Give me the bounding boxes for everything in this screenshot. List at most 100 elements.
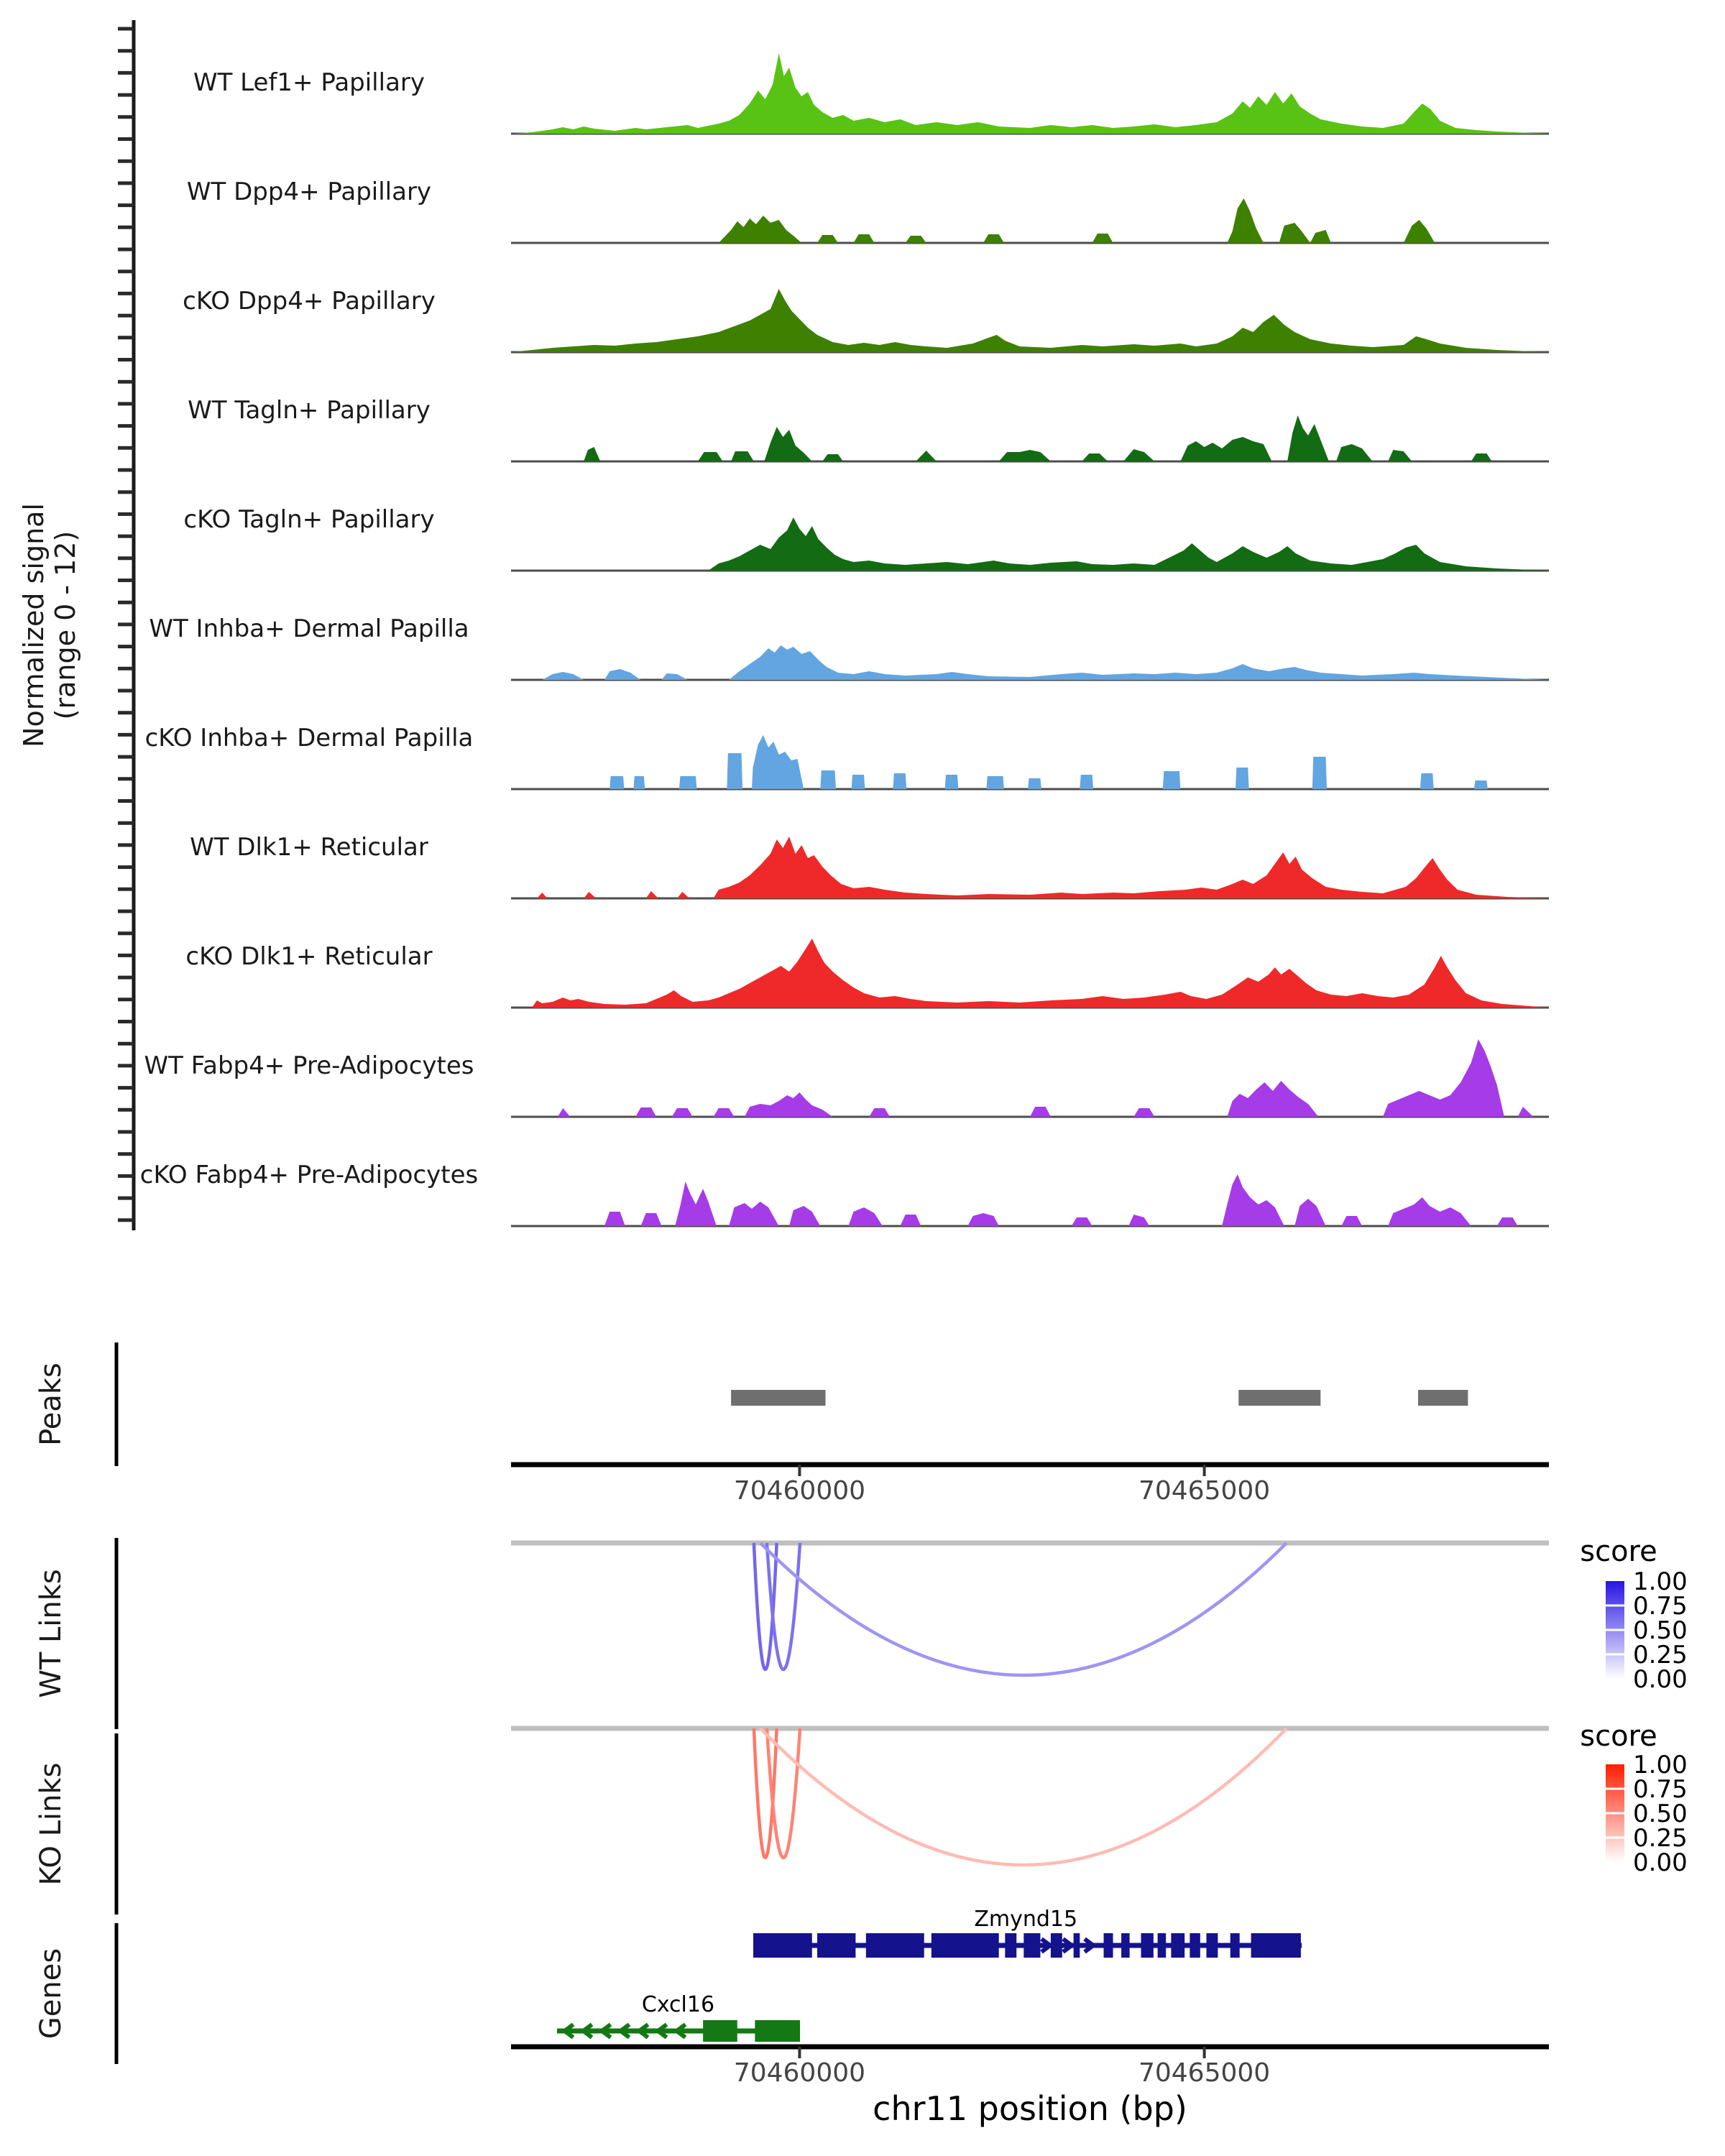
gene-exon [755,2020,801,2042]
gene-strand-arrow [1062,1937,1076,1954]
peak-interval [1418,1390,1468,1406]
axis-top-tick-label-70460000: 70460000 [734,1476,865,1506]
link-arc [765,1542,802,1671]
coverage-area-wt-dlk1 [511,837,1549,898]
track-label-cko-inhba: cKO Inhba+ Dermal Papilla [145,724,474,752]
y-axis-ticks [118,27,134,1222]
gene-strand-arrow [579,2022,594,2040]
x-axis-title: chr11 position (bp) [873,2089,1187,2128]
gene-label-cxcl16: Cxcl16 [642,1992,714,2017]
peaks-section-label: Peaks [34,1363,68,1446]
gene-strand-arrow [598,2022,612,2040]
coverage-area-wt-inhba [511,645,1549,680]
track-label-cko-fabp4: cKO Fabp4+ Pre-Adipocytes [140,1161,479,1189]
ko-score-tick-0.25: 0.25 [1633,1824,1688,1853]
axis-bottom-tick-label-70460000: 70460000 [734,2058,865,2088]
gene-strand-arrow [617,2022,631,2040]
coverage-area-wt-dpp4 [511,198,1549,243]
y-axis-title-line2: (range 0 - 12) [50,531,81,720]
genome-axis-top: 70460000 70465000 [511,1462,1549,1506]
coverage-tracks [511,53,1549,1227]
coverage-area-wt-lef1 [511,53,1549,134]
y-axis-title-line1: Normalized signal [18,503,50,747]
wt-score-legend: score 1.00 0.75 0.50 0.25 0.00 [1580,1535,1687,1694]
link-arc [752,1728,778,1859]
coverage-area-cko-tagln [511,517,1549,571]
gene-strand-arrow [654,2022,668,2040]
wt-links-arcs [752,1542,1288,1677]
coverage-area-wt-fabp4 [511,1039,1549,1117]
ko-score-tick-0.50: 0.50 [1633,1800,1688,1828]
link-arc [759,1727,1288,1867]
ko-score-tick-1.00: 1.00 [1633,1751,1688,1779]
link-arc [759,1542,1288,1677]
link-arc [752,1542,778,1672]
gene-exon [1005,1933,1017,1958]
genome-axis-top-ticks [798,1465,1206,1476]
y-axis [118,20,136,1230]
track-label-wt-dlk1: WT Dlk1+ Reticular [190,833,428,862]
gene-strand-arrow [635,2022,650,2040]
ko-score-gradient-ticks [1606,1787,1624,1839]
gene-exon [703,2020,737,2042]
wt-links-section-label: WT Links [34,1569,68,1697]
track-label-wt-inhba: WT Inhba+ Dermal Papilla [149,614,469,643]
track-label-wt-lef1: WT Lef1+ Papillary [193,68,425,97]
genome-axis-bottom-ticks [798,2047,1206,2058]
wt-score-tick-0.00: 0.00 [1633,1665,1688,1694]
ko-links-arcs [752,1727,1288,1867]
genes-section-label: Genes [34,1948,68,2039]
coverage-area-cko-inhba [511,735,1549,789]
ko-score-legend-title: score [1580,1720,1657,1753]
ko-score-tick-0.75: 0.75 [1633,1775,1688,1804]
axis-top-tick-label-70465000: 70465000 [1138,1476,1270,1506]
gene-exon [753,1933,812,1958]
ko-score-tick-0.00: 0.00 [1633,1848,1688,1877]
axis-bottom-tick-label-70465000: 70465000 [1138,2058,1270,2088]
gene-exon [931,1933,999,1958]
gene-exon [1103,1933,1113,1958]
track-label-cko-dpp4: cKO Dpp4+ Papillary [183,287,436,315]
wt-score-tick-0.50: 0.50 [1633,1616,1688,1645]
coverage-area-cko-fabp4 [511,1174,1549,1226]
gene-exon [1141,1933,1154,1958]
gene-exon [816,1933,856,1958]
gene-exon [1073,1933,1080,1958]
gene-exon [1171,1933,1185,1958]
track-label-wt-dpp4: WT Dpp4+ Papillary [187,178,431,206]
peak-interval [731,1390,826,1406]
coverage-area-wt-tagln [511,415,1549,461]
gene-exon [1050,1933,1062,1958]
track-label-wt-fabp4: WT Fabp4+ Pre-Adipocytes [144,1051,474,1080]
wt-score-legend-title: score [1580,1535,1657,1568]
ko-score-legend: score 1.00 0.75 0.50 0.25 0.00 [1580,1720,1687,1877]
gene-exon [1190,1933,1200,1958]
track-label-cko-tagln: cKO Tagln+ Papillary [183,505,434,534]
gene-strand-arrow [1083,1937,1098,1954]
coverage-area-cko-dpp4 [511,289,1549,352]
ko-links-section-label: KO Links [34,1763,68,1886]
gene-exon [1251,1933,1301,1958]
gene-exon [1230,1933,1240,1958]
gene-strand-arrow [673,2022,687,2040]
genome-axis-bottom: 70460000 70465000 chr11 position (bp) [511,2044,1549,2128]
gene-exon [865,1933,924,1958]
wt-score-tick-0.75: 0.75 [1633,1592,1688,1621]
wt-score-tick-0.25: 0.25 [1633,1641,1688,1669]
gene-strand-arrow [1040,1937,1054,1954]
gene-models [556,1933,1302,2042]
gene-exon [1024,1933,1041,1958]
gene-exon [1206,1933,1218,1958]
coverage-track-labels: WT Lef1+ Papillary WT Dpp4+ Papillary cK… [140,68,479,1189]
track-label-cko-dlk1: cKO Dlk1+ Reticular [185,942,432,971]
coverage-area-cko-dlk1 [511,939,1549,1008]
wt-score-tick-1.00: 1.00 [1633,1567,1688,1596]
track-label-wt-tagln: WT Tagln+ Papillary [188,396,431,425]
peak-interval [1238,1390,1321,1406]
gene-strand-arrow [561,2022,575,2040]
wt-score-gradient-ticks [1606,1604,1624,1656]
gene-label-zmynd15: Zmynd15 [974,1907,1077,1932]
gene-exon [1121,1933,1130,1958]
